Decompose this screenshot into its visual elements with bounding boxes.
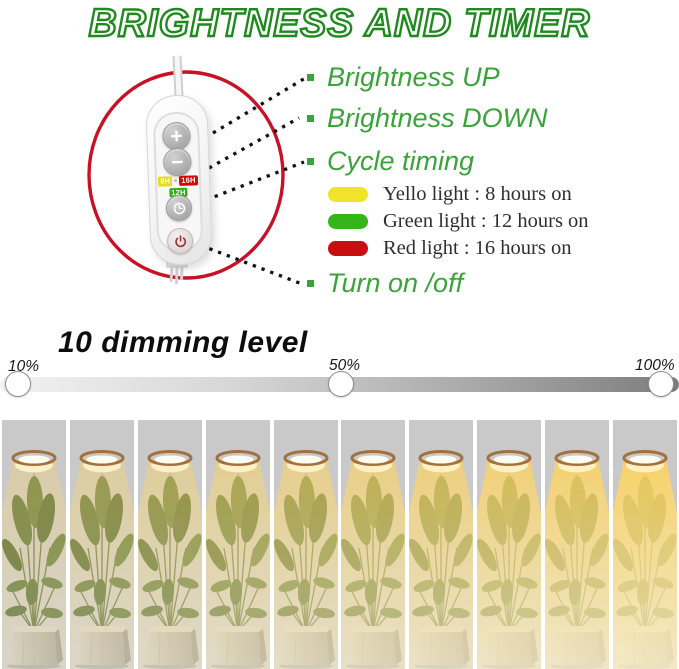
light-cone [612, 460, 677, 669]
cable-top [172, 55, 184, 97]
bullet-icon [307, 114, 314, 122]
grow-light-plant-panel-100 [612, 420, 677, 669]
bullet-icon [307, 279, 314, 287]
annotation-brightness-down: Brightness DOWN [307, 102, 548, 134]
plant-photo [2, 420, 66, 669]
light-cone [341, 460, 406, 669]
legend-label: Yello light : 8 hours on [383, 183, 572, 206]
power-button [166, 227, 194, 255]
light-cone [69, 460, 134, 669]
controller-button-panel: + − 8H 16H 12H [152, 111, 204, 255]
annotation-turn-on-off: Turn on /off [307, 267, 463, 299]
cable-top-core [174, 55, 182, 97]
light-cone [137, 460, 202, 669]
grow-light-ring-icon [486, 450, 532, 473]
dimming-panels-row [0, 420, 679, 669]
indicator-dot [174, 179, 178, 183]
dimming-knob-50 [328, 371, 354, 397]
annotation-cycle-timing: Cycle timing [307, 145, 474, 177]
power-icon [174, 234, 186, 247]
dotted-line-brightness-down [208, 116, 300, 170]
plant-photo [341, 420, 406, 669]
light-cone [2, 460, 66, 669]
plant-photo [69, 420, 134, 669]
legend-label: Green light : 12 hours on [383, 210, 589, 233]
cycle-timer-button [165, 194, 193, 222]
grow-light-plant-panel-80 [477, 420, 542, 669]
grow-light-plant-panel-40 [205, 420, 270, 669]
cable-bottom-prongs [169, 266, 184, 285]
grow-light-ring-icon [418, 450, 464, 473]
cycle-timing-legend: Yello light : 8 hours on Green light : 1… [328, 183, 589, 266]
light-cone [409, 460, 474, 669]
grow-light-plant-panel-20 [69, 420, 134, 669]
grow-light-plant-panel-30 [137, 420, 202, 669]
dimming-knob-100 [648, 371, 674, 397]
light-controller: + − 8H 16H 12H [145, 93, 213, 267]
yellow-light-swatch [328, 187, 368, 202]
grow-light-ring-icon [283, 450, 328, 473]
page-title: BRIGHTNESS AND TIMER [87, 1, 591, 46]
grow-light-ring-icon [79, 450, 125, 473]
grow-light-plant-panel-10 [2, 420, 66, 669]
grow-light-plant-panel-90 [545, 420, 609, 669]
grow-light-plant-panel-50 [273, 420, 338, 669]
grow-light-plant-panel-70 [409, 420, 474, 669]
plant-photo [545, 420, 609, 669]
grow-light-ring-icon [147, 450, 193, 473]
legend-label: Red light : 16 hours on [383, 237, 572, 260]
annotation-label: Turn on /off [327, 267, 464, 298]
light-cone [477, 460, 542, 669]
grow-light-ring-icon [215, 450, 261, 473]
annotation-label: Brightness DOWN [327, 102, 548, 133]
brightness-up-button: + [161, 121, 191, 151]
scale-label-50: 50% [329, 357, 361, 374]
plant-photo [409, 420, 474, 669]
plant-photo [273, 420, 338, 669]
dotted-line-brightness-up [212, 75, 308, 135]
clock-icon [173, 202, 185, 214]
light-cone [273, 460, 338, 669]
dotted-line-cycle-timing [205, 160, 305, 202]
timer-badge-row-1: 8H 16H [158, 175, 198, 187]
annotation-label: Cycle timing [327, 145, 475, 176]
timer-badge-16h: 16H [179, 175, 198, 186]
grow-light-ring-icon [11, 450, 57, 473]
light-cone [205, 460, 270, 669]
legend-row-red: Red light : 16 hours on [328, 237, 589, 260]
plant-photo [612, 420, 677, 669]
dimming-knob-10 [5, 371, 31, 397]
bullet-icon [307, 157, 314, 165]
light-cone [545, 460, 609, 669]
grow-light-ring-icon [622, 450, 668, 473]
annotation-brightness-up: Brightness UP [307, 61, 500, 93]
plus-icon: + [169, 124, 183, 148]
scale-label-100: 100% [635, 357, 675, 374]
grow-light-ring-icon [350, 450, 396, 473]
grow-light-plant-panel-60 [341, 420, 406, 669]
plant-photo [137, 420, 202, 669]
dimming-heading: 10 dimming level [58, 326, 308, 359]
legend-row-green: Green light : 12 hours on [328, 210, 589, 233]
annotation-label: Brightness UP [327, 61, 500, 92]
green-light-swatch [328, 214, 368, 229]
grow-light-ring-icon [554, 450, 600, 473]
brightness-down-button: − [162, 147, 192, 177]
plant-photo [205, 420, 270, 669]
plant-photo [477, 420, 542, 669]
timer-badge-8h: 8H [158, 176, 173, 187]
red-light-swatch [328, 241, 368, 256]
legend-row-yellow: Yello light : 8 hours on [328, 183, 589, 206]
bullet-icon [307, 73, 314, 81]
scale-label-10: 10% [8, 358, 40, 375]
minus-icon: − [170, 150, 184, 174]
